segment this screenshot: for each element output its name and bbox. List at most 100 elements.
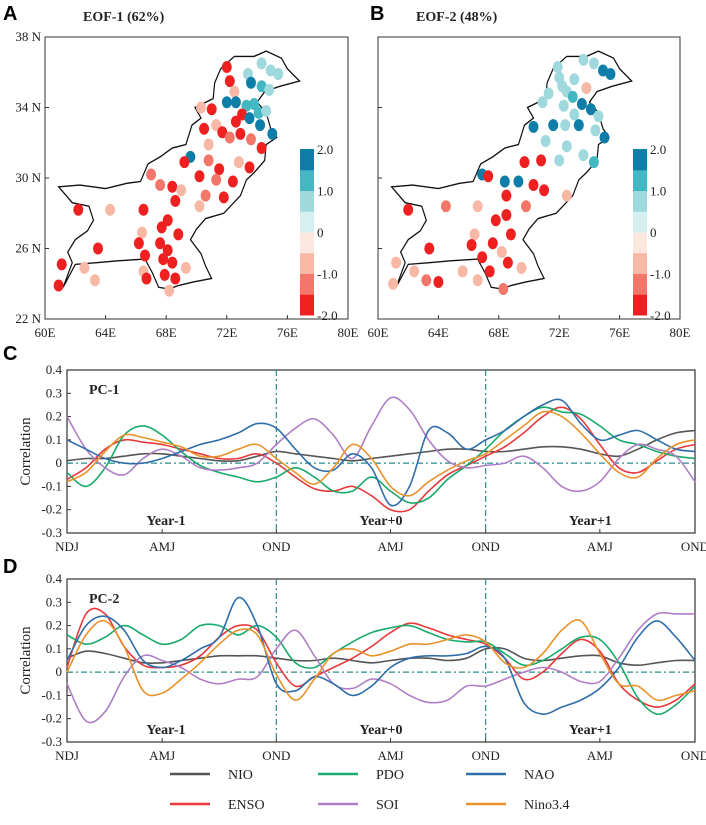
colorbar-swatch xyxy=(633,273,647,295)
map-title: EOF-2 (48%) xyxy=(416,10,498,25)
colorbar-swatch xyxy=(633,190,647,212)
station-dot xyxy=(561,140,572,153)
station-dot xyxy=(217,126,228,139)
station-dot xyxy=(105,203,116,216)
station-dot xyxy=(585,103,596,116)
lon-tick-label: 64E xyxy=(95,325,116,340)
station-dot xyxy=(156,221,167,234)
station-dot xyxy=(588,156,599,169)
station-dot xyxy=(433,276,444,288)
colorbar-swatch xyxy=(633,149,647,171)
panel-letter: B xyxy=(370,3,384,25)
station-dot xyxy=(558,99,569,112)
series-line-SOI xyxy=(66,611,695,724)
series-line-Nino3.4 xyxy=(66,410,696,497)
station-dot xyxy=(567,90,578,103)
year-label: Year+1 xyxy=(569,723,612,738)
station-dot xyxy=(569,73,580,86)
station-dot xyxy=(539,184,550,197)
station-dot xyxy=(519,156,530,169)
plot-frame xyxy=(66,369,696,534)
colorbar-swatch xyxy=(633,169,647,191)
station-dot xyxy=(540,135,551,147)
station-dot xyxy=(173,228,184,241)
station-dot xyxy=(221,61,232,73)
year-label: Year+0 xyxy=(360,514,403,529)
x-tick-label: OND xyxy=(681,748,706,763)
station-dot xyxy=(73,203,84,216)
station-dot xyxy=(598,64,608,77)
colorbar-swatch xyxy=(300,252,314,274)
station-dot xyxy=(244,112,255,125)
station-dot xyxy=(581,82,592,95)
colorbar-label: 0 xyxy=(317,225,324,240)
y-tick-label: 0 xyxy=(56,664,63,679)
lon-tick-label: 60E xyxy=(368,325,389,340)
station-dot xyxy=(261,105,272,117)
colorbar-swatch xyxy=(300,190,314,212)
y-axis-label: Correlation xyxy=(18,626,34,695)
colorbar-swatch xyxy=(300,211,314,233)
station-dot xyxy=(133,237,144,250)
station-dot xyxy=(576,98,587,110)
station-dot xyxy=(265,64,276,77)
station-dot xyxy=(235,127,246,140)
series-line-ENSO xyxy=(66,406,696,513)
station-dot xyxy=(159,268,170,281)
station-dot xyxy=(569,108,580,121)
x-tick-label: OND xyxy=(472,539,500,554)
station-dot xyxy=(246,76,256,89)
station-dot xyxy=(537,96,548,109)
station-dot xyxy=(599,131,610,144)
y-tick-label: -0.1 xyxy=(41,687,62,702)
y-axis-label: Correlation xyxy=(18,417,34,486)
station-dot xyxy=(246,133,256,146)
y-tick-label: 0.3 xyxy=(46,385,62,400)
station-dot xyxy=(170,272,181,285)
station-dot xyxy=(543,87,554,100)
series-line-NAO xyxy=(66,596,696,715)
station-dot xyxy=(457,265,468,278)
y-tick-label: 0.2 xyxy=(46,409,62,424)
station-dot xyxy=(573,119,584,132)
colorbar-label: 2.0 xyxy=(650,142,666,157)
station-dot xyxy=(578,149,589,162)
station-dot xyxy=(158,253,169,266)
station-dot xyxy=(496,246,507,258)
x-tick-label: AMJ xyxy=(587,748,613,763)
station-dot xyxy=(501,209,512,221)
lon-tick-label: 76E xyxy=(609,325,630,340)
legend-label: PDO xyxy=(376,768,404,783)
station-dot xyxy=(528,120,539,133)
lon-tick-label: 80E xyxy=(670,325,691,340)
legend: NIO PDO NAO ENSO SOI Nino3.4 xyxy=(170,768,570,813)
station-dot xyxy=(484,265,495,278)
station-dot xyxy=(409,265,420,278)
station-dot xyxy=(424,242,435,255)
station-dot xyxy=(466,239,477,251)
station-dot xyxy=(440,200,451,213)
colorbar-label: -2.0 xyxy=(317,308,338,323)
station-dot xyxy=(256,57,267,70)
station-dot xyxy=(590,124,601,137)
station-dot xyxy=(170,194,181,207)
station-dot xyxy=(179,156,190,169)
legend-label: ENSO xyxy=(228,798,265,813)
legend-label: NAO xyxy=(524,768,554,783)
year-label: Year-1 xyxy=(146,514,185,529)
colorbar-label: 1.0 xyxy=(650,184,666,199)
lon-tick-label: 80E xyxy=(338,325,359,340)
station-dot xyxy=(224,75,235,88)
station-dot xyxy=(230,96,241,109)
station-dot xyxy=(146,168,157,181)
station-dot xyxy=(267,127,278,140)
series-line-Nino3.4 xyxy=(66,619,696,702)
lat-tick-label: 22 N xyxy=(15,311,41,326)
y-tick-label: 0.2 xyxy=(46,618,62,633)
station-dot xyxy=(391,256,402,269)
station-dot xyxy=(229,85,240,98)
lat-tick-label: 30 N xyxy=(15,170,41,185)
chart-title: PC-2 xyxy=(89,592,119,607)
